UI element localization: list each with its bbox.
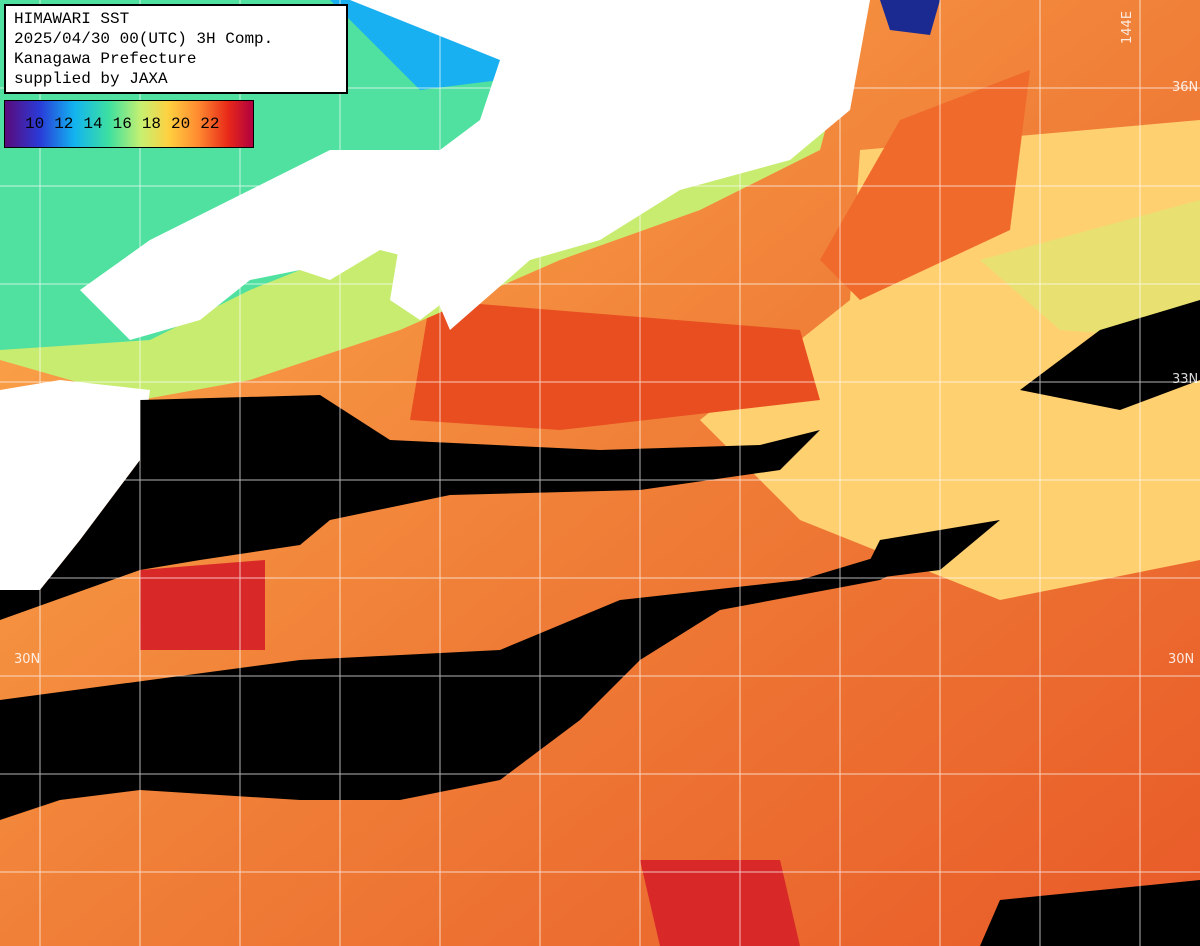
colorbar-label: 16 xyxy=(112,115,132,133)
land-kyushu xyxy=(0,380,150,590)
info-line: HIMAWARI SST xyxy=(14,10,130,28)
land-island xyxy=(560,0,620,20)
lat-label: 33N xyxy=(1172,372,1199,387)
colorbar-label: 20 xyxy=(171,115,191,133)
colorbar-label: 14 xyxy=(83,115,103,133)
cloud-mask xyxy=(980,880,1200,946)
colorbar-label: 22 xyxy=(200,115,220,133)
colorbar-label: 12 xyxy=(54,115,74,133)
cloud-mask xyxy=(860,520,1000,580)
colorbar-label: 18 xyxy=(141,115,162,133)
warm-water xyxy=(140,560,265,650)
info-line: Kanagawa Prefecture xyxy=(14,50,197,68)
info-line: 2025/04/30 00(UTC) 3H Comp. xyxy=(14,30,274,48)
land-shikoku xyxy=(390,230,470,320)
info-box: HIMAWARI SST 2025/04/30 00(UTC) 3H Comp.… xyxy=(4,4,348,94)
land-honshu xyxy=(80,0,870,340)
lat-label: 36N xyxy=(1172,80,1199,95)
colorbar-label: 10 xyxy=(25,115,45,133)
lon-label: 144E xyxy=(1120,10,1135,44)
lat-label: 30N xyxy=(1168,652,1195,667)
warm-water xyxy=(410,300,820,430)
warm-water xyxy=(640,860,800,946)
colorbar: 10 12 14 16 18 20 22 xyxy=(4,100,254,148)
cool-water xyxy=(980,200,1200,340)
info-line: supplied by JAXA xyxy=(14,70,168,88)
lat-label: 30N xyxy=(14,652,41,667)
cold-water xyxy=(880,0,940,35)
warm-water xyxy=(820,70,1030,300)
